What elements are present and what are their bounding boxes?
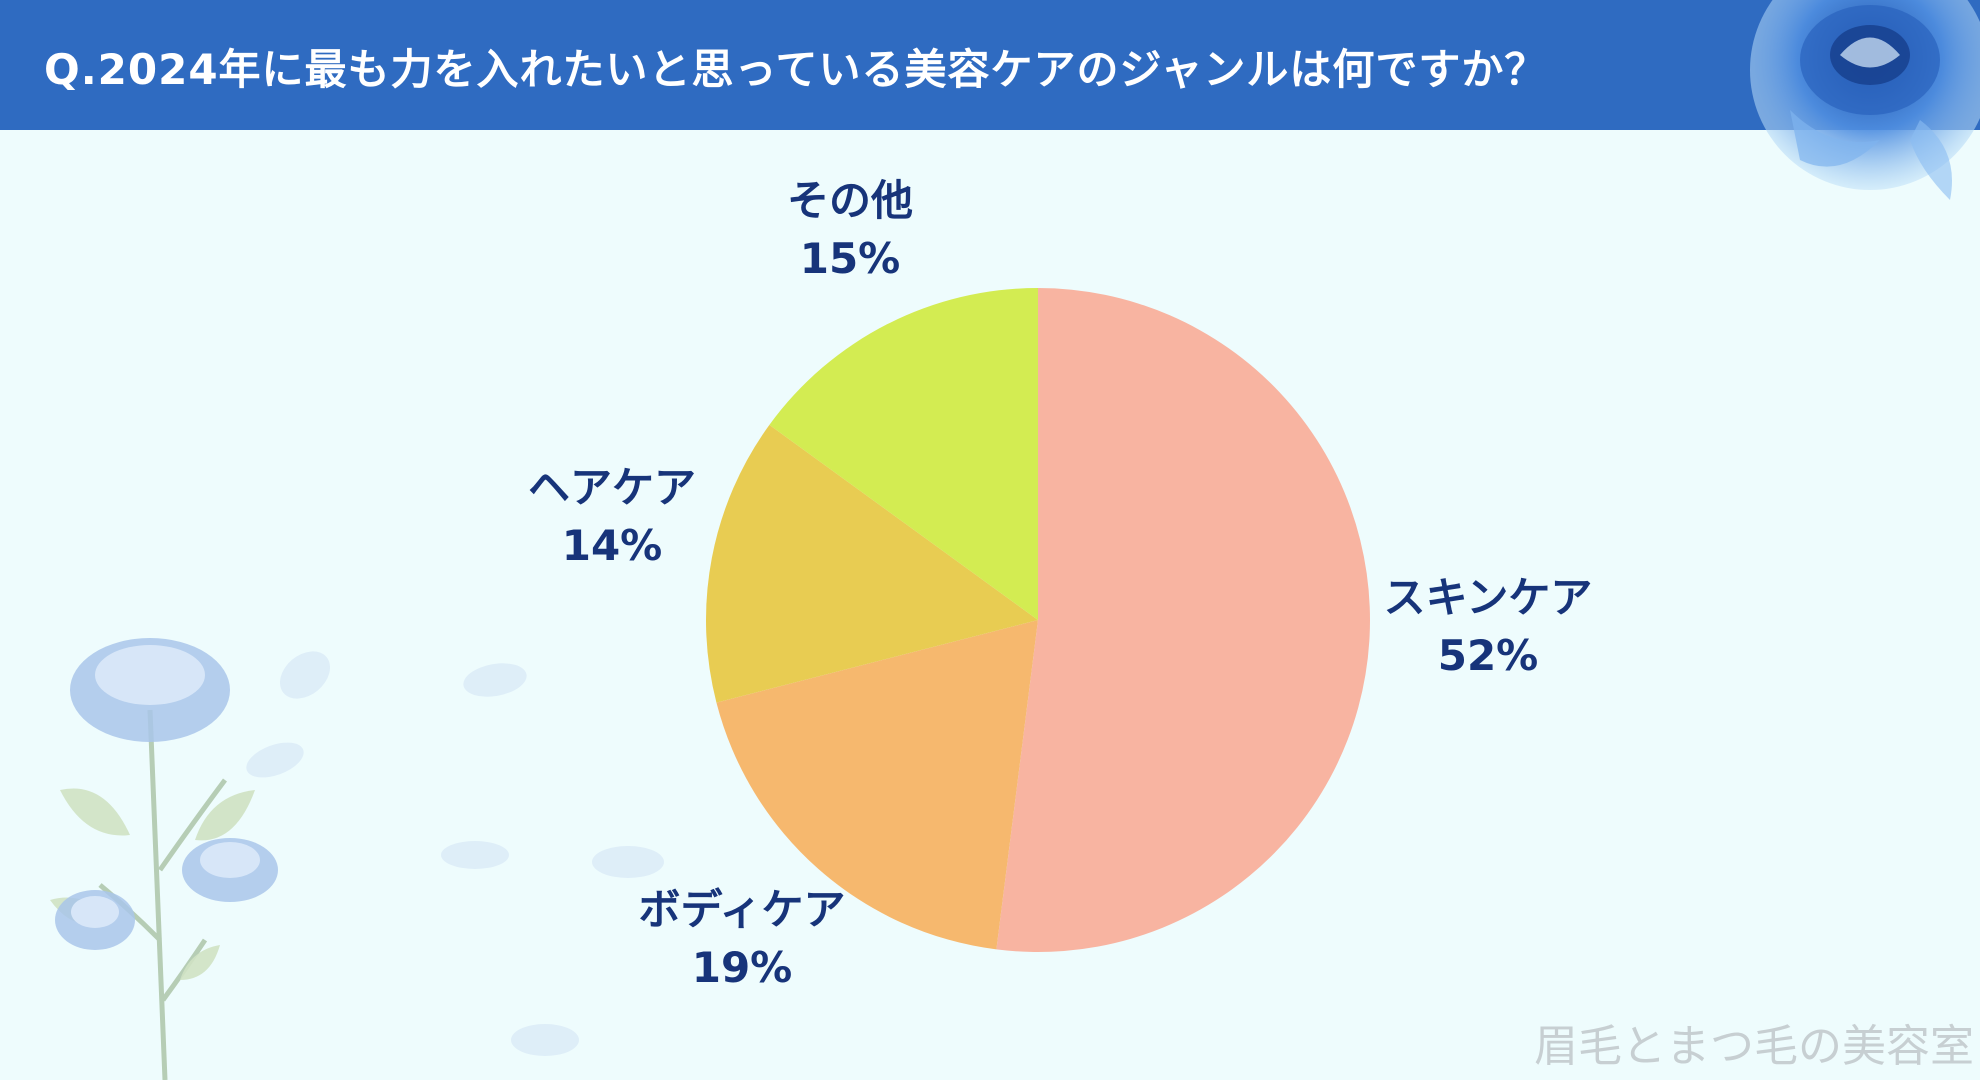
blue-rose-icon (1750, 0, 1980, 200)
slice-category-label: ヘアケア (528, 463, 696, 512)
pie-slice (716, 620, 1038, 950)
slice-percent-label: 14% (562, 521, 663, 570)
header-bar: Q.2024年に最も力を入れたいと思っている美容ケアのジャンルは何ですか？ (0, 0, 1980, 130)
watermark: 眉毛とまつ毛の美容室 (1534, 1021, 1974, 1072)
pie-slice (706, 424, 1038, 703)
slice-category-label: その他 (787, 176, 913, 225)
page-title: Q.2024年に最も力を入れたいと思っている美容ケアのジャンルは何ですか？ (44, 45, 1548, 94)
slice-percent-label: 52% (1438, 631, 1539, 680)
slice-percent-label: 15% (800, 234, 901, 283)
slice-category-label: ボディケア (638, 885, 845, 934)
slice-percent-label: 19% (692, 943, 793, 992)
slice-category-label: スキンケア (1384, 573, 1593, 622)
pie-slice (996, 288, 1370, 952)
blue-rose-branch-icon (50, 638, 278, 1080)
pie-slice (769, 288, 1038, 620)
